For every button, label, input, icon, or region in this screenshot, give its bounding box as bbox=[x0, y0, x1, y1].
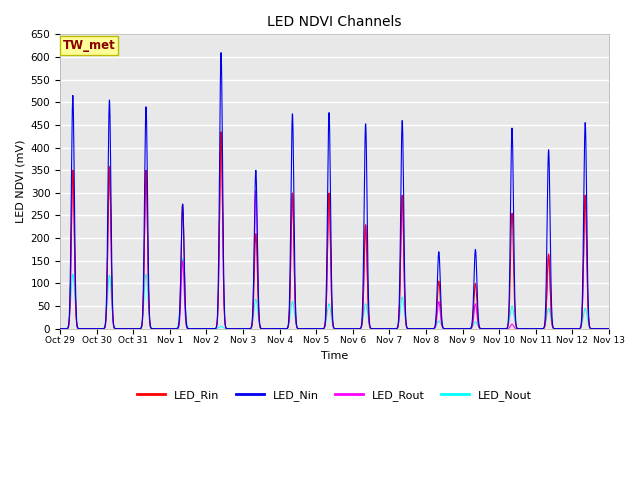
Text: TW_met: TW_met bbox=[63, 39, 116, 52]
X-axis label: Time: Time bbox=[321, 351, 348, 361]
Legend: LED_Rin, LED_Nin, LED_Rout, LED_Nout: LED_Rin, LED_Nin, LED_Rout, LED_Nout bbox=[132, 386, 536, 406]
Title: LED NDVI Channels: LED NDVI Channels bbox=[268, 15, 402, 29]
Y-axis label: LED NDVI (mV): LED NDVI (mV) bbox=[15, 140, 25, 223]
